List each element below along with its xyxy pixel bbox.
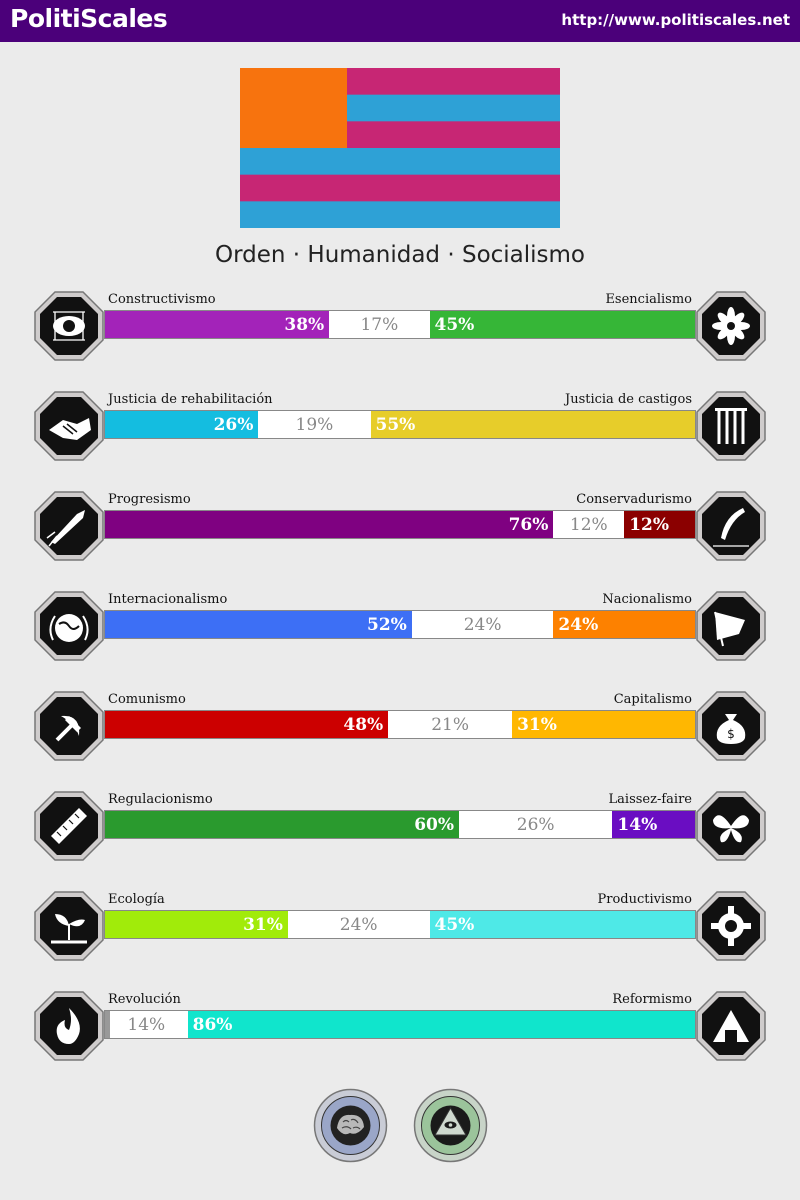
axis-right-segment: 24% <box>553 611 695 638</box>
svg-text:$: $ <box>727 727 735 741</box>
axis-left-segment <box>105 1011 110 1038</box>
axis-left-label: Ecología <box>108 892 165 907</box>
axis-neutral-segment: 21% <box>431 715 470 735</box>
result-headline: Orden · Humanidad · Socialismo <box>214 242 586 268</box>
axis-right-label: Nacionalismo <box>602 592 692 607</box>
globe-icon <box>34 591 104 661</box>
brain-seal-icon <box>313 1088 388 1163</box>
badges-row <box>0 1088 800 1163</box>
axis-row: Ecología Productivismo 31% 24% 45% <box>0 890 800 970</box>
axis-right-label: Laissez-faire <box>608 792 692 807</box>
eye-pyramid-seal-icon <box>413 1088 488 1163</box>
rocket-icon <box>34 491 104 561</box>
axis-row: Constructivismo Esencialismo 38% 17% 45% <box>0 290 800 370</box>
axis-row: Justicia de rehabilitación Justicia de ca… <box>0 390 800 470</box>
axis-left-segment: 26% <box>105 411 259 438</box>
axis-right-segment: 12% <box>624 511 695 538</box>
sprout-icon <box>34 891 104 961</box>
axis-left-segment: 60% <box>105 811 459 838</box>
axis-left-label: Internacionalismo <box>108 592 228 607</box>
axis-neutral-segment: 17% <box>360 315 399 335</box>
axis-bar: 48% 21% 31% <box>104 710 696 739</box>
axis-bar: 14% 86% <box>104 1010 696 1039</box>
axis-left-label: Regulacionismo <box>108 792 213 807</box>
axis-left-segment: 38% <box>105 311 330 338</box>
axis-bar: 76% 12% 12% <box>104 510 696 539</box>
flag-stripe <box>240 201 560 228</box>
result-flag <box>240 68 560 228</box>
quill-pen-icon <box>696 491 766 561</box>
flag-stripe <box>240 174 560 202</box>
axis-right-label: Productivismo <box>597 892 692 907</box>
flower-icon <box>696 291 766 361</box>
ruler-icon <box>34 791 104 861</box>
axis-left-segment: 76% <box>105 511 554 538</box>
axis-bar: 26% 19% 55% <box>104 410 696 439</box>
eye-icon <box>34 291 104 361</box>
flag-canton <box>240 68 347 148</box>
header-bar: PolitiScales http://www.politiscales.net <box>0 0 800 42</box>
axis-row: Regulacionismo Laissez-faire 60% 26% 14% <box>0 790 800 870</box>
axis-right-segment: 86% <box>187 1011 695 1038</box>
building-icon <box>696 991 766 1061</box>
axis-right-label: Capitalismo <box>613 692 692 707</box>
axis-left-label: Comunismo <box>108 692 186 707</box>
axis-left-label: Justicia de rehabilitación <box>108 392 273 407</box>
axis-right-label: Esencialismo <box>605 292 692 307</box>
site-url-link[interactable]: http://www.politiscales.net <box>561 11 790 29</box>
axis-neutral-segment: 12% <box>569 515 608 535</box>
axis-left-label: Progresismo <box>108 492 191 507</box>
axis-right-segment: 45% <box>429 911 695 938</box>
axis-bar: 52% 24% 24% <box>104 610 696 639</box>
axis-right-segment: 55% <box>370 411 695 438</box>
prison-bars-icon <box>696 391 766 461</box>
axis-right-segment: 31% <box>512 711 695 738</box>
axis-left-label: Constructivismo <box>108 292 216 307</box>
axis-row: Internacionalismo Nacionalismo 52% 24% 24% <box>0 590 800 670</box>
axis-bar: 38% 17% 45% <box>104 310 696 339</box>
fire-icon <box>34 991 104 1061</box>
axis-right-segment: 14% <box>612 811 695 838</box>
axis-row: Progresismo Conservadurismo 76% 12% 12% <box>0 490 800 570</box>
axis-neutral-segment: 24% <box>463 615 502 635</box>
axis-left-label: Revolución <box>108 992 181 1007</box>
axis-right-label: Reformismo <box>612 992 692 1007</box>
hammer-sickle-icon <box>34 691 104 761</box>
axis-left-segment: 31% <box>105 911 288 938</box>
axis-left-segment: 52% <box>105 611 412 638</box>
axis-row: Comunismo Capitalismo 48% 21% 31% $ <box>0 690 800 770</box>
axis-neutral-segment: 14% <box>127 1015 166 1035</box>
axis-bar: 31% 24% 45% <box>104 910 696 939</box>
brand-logo[interactable]: PolitiScales <box>10 4 168 33</box>
axis-neutral-segment: 19% <box>295 415 334 435</box>
axis-left-segment: 48% <box>105 711 389 738</box>
axis-neutral-segment: 24% <box>339 915 378 935</box>
axis-right-label: Conservadurismo <box>576 492 692 507</box>
axis-right-segment: 45% <box>429 311 695 338</box>
gear-icon <box>696 891 766 961</box>
butterfly-icon <box>696 791 766 861</box>
handshake-icon <box>34 391 104 461</box>
axis-neutral-segment: 26% <box>516 815 555 835</box>
flag-icon <box>696 591 766 661</box>
axis-bar: 60% 26% 14% <box>104 810 696 839</box>
money-bag-icon: $ <box>696 691 766 761</box>
axis-right-label: Justicia de castigos <box>564 392 692 407</box>
flag-stripe <box>240 148 560 176</box>
axis-row: Revolución Reformismo 14% 86% <box>0 990 800 1070</box>
